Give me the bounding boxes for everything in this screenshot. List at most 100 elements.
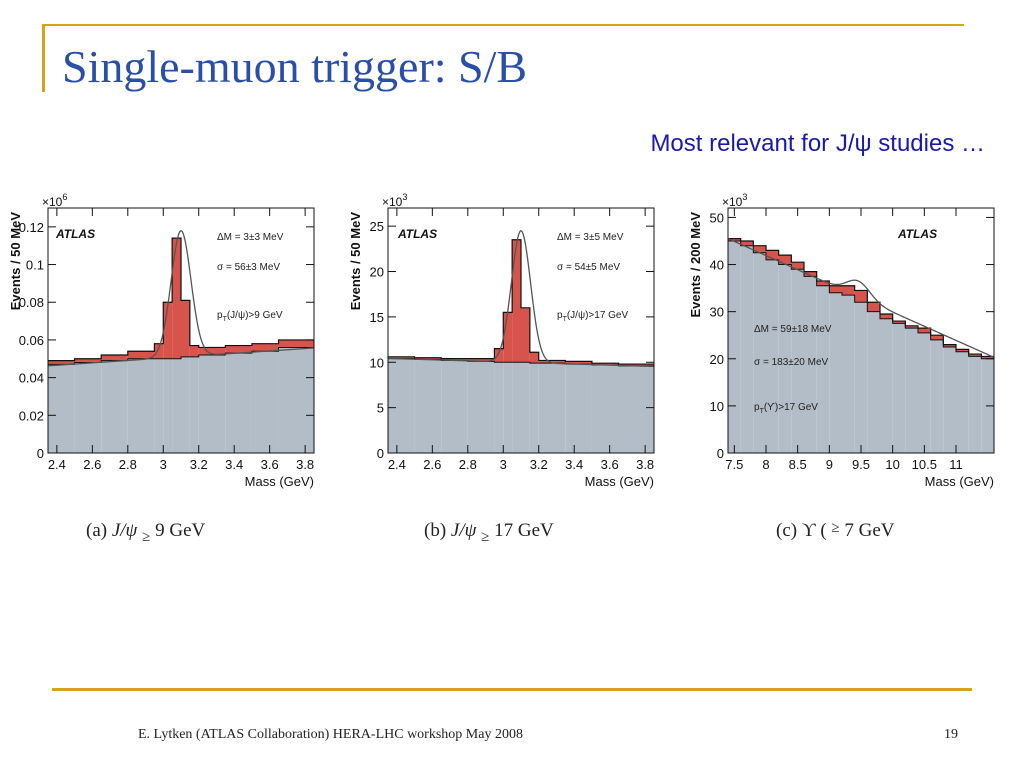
atlas-label: ATLAS xyxy=(397,227,437,241)
chart-panel-a: 2.4 2.6 2.8 3 3.2 3.4 3.6 3.8 0 0.02 0.04 0.06 0.08 0… xyxy=(4,188,324,498)
signal-bar xyxy=(892,321,906,324)
histogram-bars-c xyxy=(728,238,994,453)
signal-bar xyxy=(956,349,969,352)
pt-cut-annotation: pT(ϒ)>17 GeV xyxy=(754,402,818,415)
y-axis-b: 0 5 10 15 20 25 xyxy=(370,219,654,461)
signal-bar xyxy=(181,300,190,357)
y-axis-title: Events / 50 MeV xyxy=(8,212,23,311)
background-bar xyxy=(753,252,766,453)
x-tick-label: 8.5 xyxy=(789,457,807,472)
signal-bar xyxy=(867,302,880,312)
background-bar xyxy=(154,358,164,453)
page-number: 19 xyxy=(944,727,958,742)
x-tick-label: 3.8 xyxy=(636,457,654,472)
background-bar xyxy=(278,347,314,453)
background-bar xyxy=(198,355,226,453)
y-tick-label: 25 xyxy=(370,219,384,234)
background-bar xyxy=(565,364,592,453)
signal-bar xyxy=(618,364,654,366)
signal-bar xyxy=(816,281,830,286)
mass-shift-annotation: ΔM = 59±18 MeV xyxy=(754,324,832,335)
background-bar xyxy=(172,358,181,453)
y-exponent-label: ×106 xyxy=(42,192,67,209)
signal-bar xyxy=(753,245,766,253)
signal-bar xyxy=(740,240,754,246)
x-tick-label: 9 xyxy=(826,457,833,472)
y-tick-label: 10 xyxy=(710,399,724,414)
caption-b: (b) J/ψ ≥ 17 GeV xyxy=(424,520,554,550)
x-axis-c: 7.5 8 8.5 9 9.5 10 10.5 11 xyxy=(725,208,963,472)
background-bar xyxy=(816,285,830,453)
mass-shift-annotation: ΔM = 3±3 MeV xyxy=(217,232,284,243)
y-tick-label: 30 xyxy=(710,305,724,320)
signal-bar xyxy=(127,351,155,359)
signal-bar xyxy=(278,339,314,348)
y-tick-label: 0.06 xyxy=(19,333,44,348)
total-step-line xyxy=(48,237,314,362)
background-bar xyxy=(181,356,190,453)
signal-bar xyxy=(943,344,956,347)
fit-curve-c xyxy=(727,238,995,358)
fit-annotations-c: ΔM = 59±18 MeV σ = 183±20 MeV pT(ϒ)>17 GeV xyxy=(754,324,832,415)
signal-bar xyxy=(791,262,804,270)
background-bar xyxy=(512,362,521,453)
slide-title: Single-muon trigger: S/B xyxy=(62,41,528,92)
signal-bar xyxy=(829,285,842,293)
x-tick-label: 7.5 xyxy=(725,457,743,472)
y-axis-a: 0 0.02 0.04 0.06 0.08 0.1 0.12 xyxy=(19,220,314,461)
histogram-chart-b: 2.4 2.6 2.8 3 3.2 3.4 3.6 3.8 0 5 10 15 20 25 ×103 Mass… xyxy=(348,192,655,489)
chart-panel-b: 2.4 2.6 2.8 3 3.2 3.4 3.6 3.8 0 5 10 15 20 25 ×103 Mass… xyxy=(344,188,664,498)
background-bar xyxy=(494,362,504,453)
background-bar xyxy=(804,276,817,453)
background-bar xyxy=(388,358,415,453)
y-axis-title: Events / 50 MeV xyxy=(348,212,363,311)
y-tick-label: 50 xyxy=(710,210,724,225)
background-bar xyxy=(127,358,155,453)
histogram-bars-a xyxy=(48,238,314,453)
caption-a: (a) J/ψ ≥ 9 GeV xyxy=(86,520,205,550)
atlas-label: ATLAS xyxy=(55,227,95,241)
signal-bar xyxy=(198,347,226,355)
caption-a-label: (a) xyxy=(86,520,108,541)
y-tick-label: 0 xyxy=(717,446,724,461)
background-bar xyxy=(930,339,944,453)
y-exponent-label: ×103 xyxy=(722,192,747,209)
fit-annotations-a: ΔM = 3±3 MeV σ = 56±3 MeV pT(J/ψ)>9 GeV xyxy=(217,232,284,323)
signal-bar xyxy=(172,238,181,359)
background-bar xyxy=(740,245,754,453)
y-tick-label: 0.08 xyxy=(19,295,44,310)
caption-c: (c) ϒ ( ≥ 7 GeV xyxy=(776,520,895,550)
signal-bar xyxy=(251,343,279,352)
x-tick-label: 2.8 xyxy=(459,457,477,472)
y-axis-c: 0 10 20 30 40 50 xyxy=(710,210,994,461)
width-annotation: σ = 54±5 MeV xyxy=(557,262,620,273)
y-tick-label: 0.04 xyxy=(19,371,44,386)
background-bar xyxy=(892,323,906,453)
background-bar xyxy=(591,364,619,453)
caption-c-label: (c) xyxy=(776,520,798,541)
background-bar xyxy=(74,362,102,453)
mass-shift-annotation: ΔM = 3±5 MeV xyxy=(557,232,624,243)
y-tick-label: 0 xyxy=(377,446,384,461)
signal-bar xyxy=(565,361,592,365)
x-axis-b: 2.4 2.6 2.8 3 3.2 3.4 3.6 3.8 xyxy=(388,208,654,472)
caption-b-particle: J/ψ xyxy=(450,520,477,541)
signal-bar xyxy=(591,363,619,365)
background-bar xyxy=(467,361,495,453)
x-tick-label: 10 xyxy=(885,457,899,472)
y-tick-label: 0.12 xyxy=(19,220,44,235)
plot-frame-a xyxy=(47,207,315,454)
total-step-line xyxy=(728,238,994,358)
x-axis-title: Mass (GeV) xyxy=(925,474,994,489)
x-tick-label: 2.4 xyxy=(388,457,406,472)
x-tick-label: 3.6 xyxy=(261,457,279,472)
y-exponent-label: ×103 xyxy=(382,192,407,209)
signal-bar xyxy=(766,250,779,260)
background-bar xyxy=(251,351,279,453)
histogram-bars-b xyxy=(388,239,654,453)
signal-bar xyxy=(414,357,442,360)
background-bar xyxy=(225,353,252,453)
background-bar xyxy=(829,292,842,453)
footer-text: E. Lytken (ATLAS Collaboration) HERA-LHC… xyxy=(138,727,523,742)
signal-bar xyxy=(441,358,468,361)
